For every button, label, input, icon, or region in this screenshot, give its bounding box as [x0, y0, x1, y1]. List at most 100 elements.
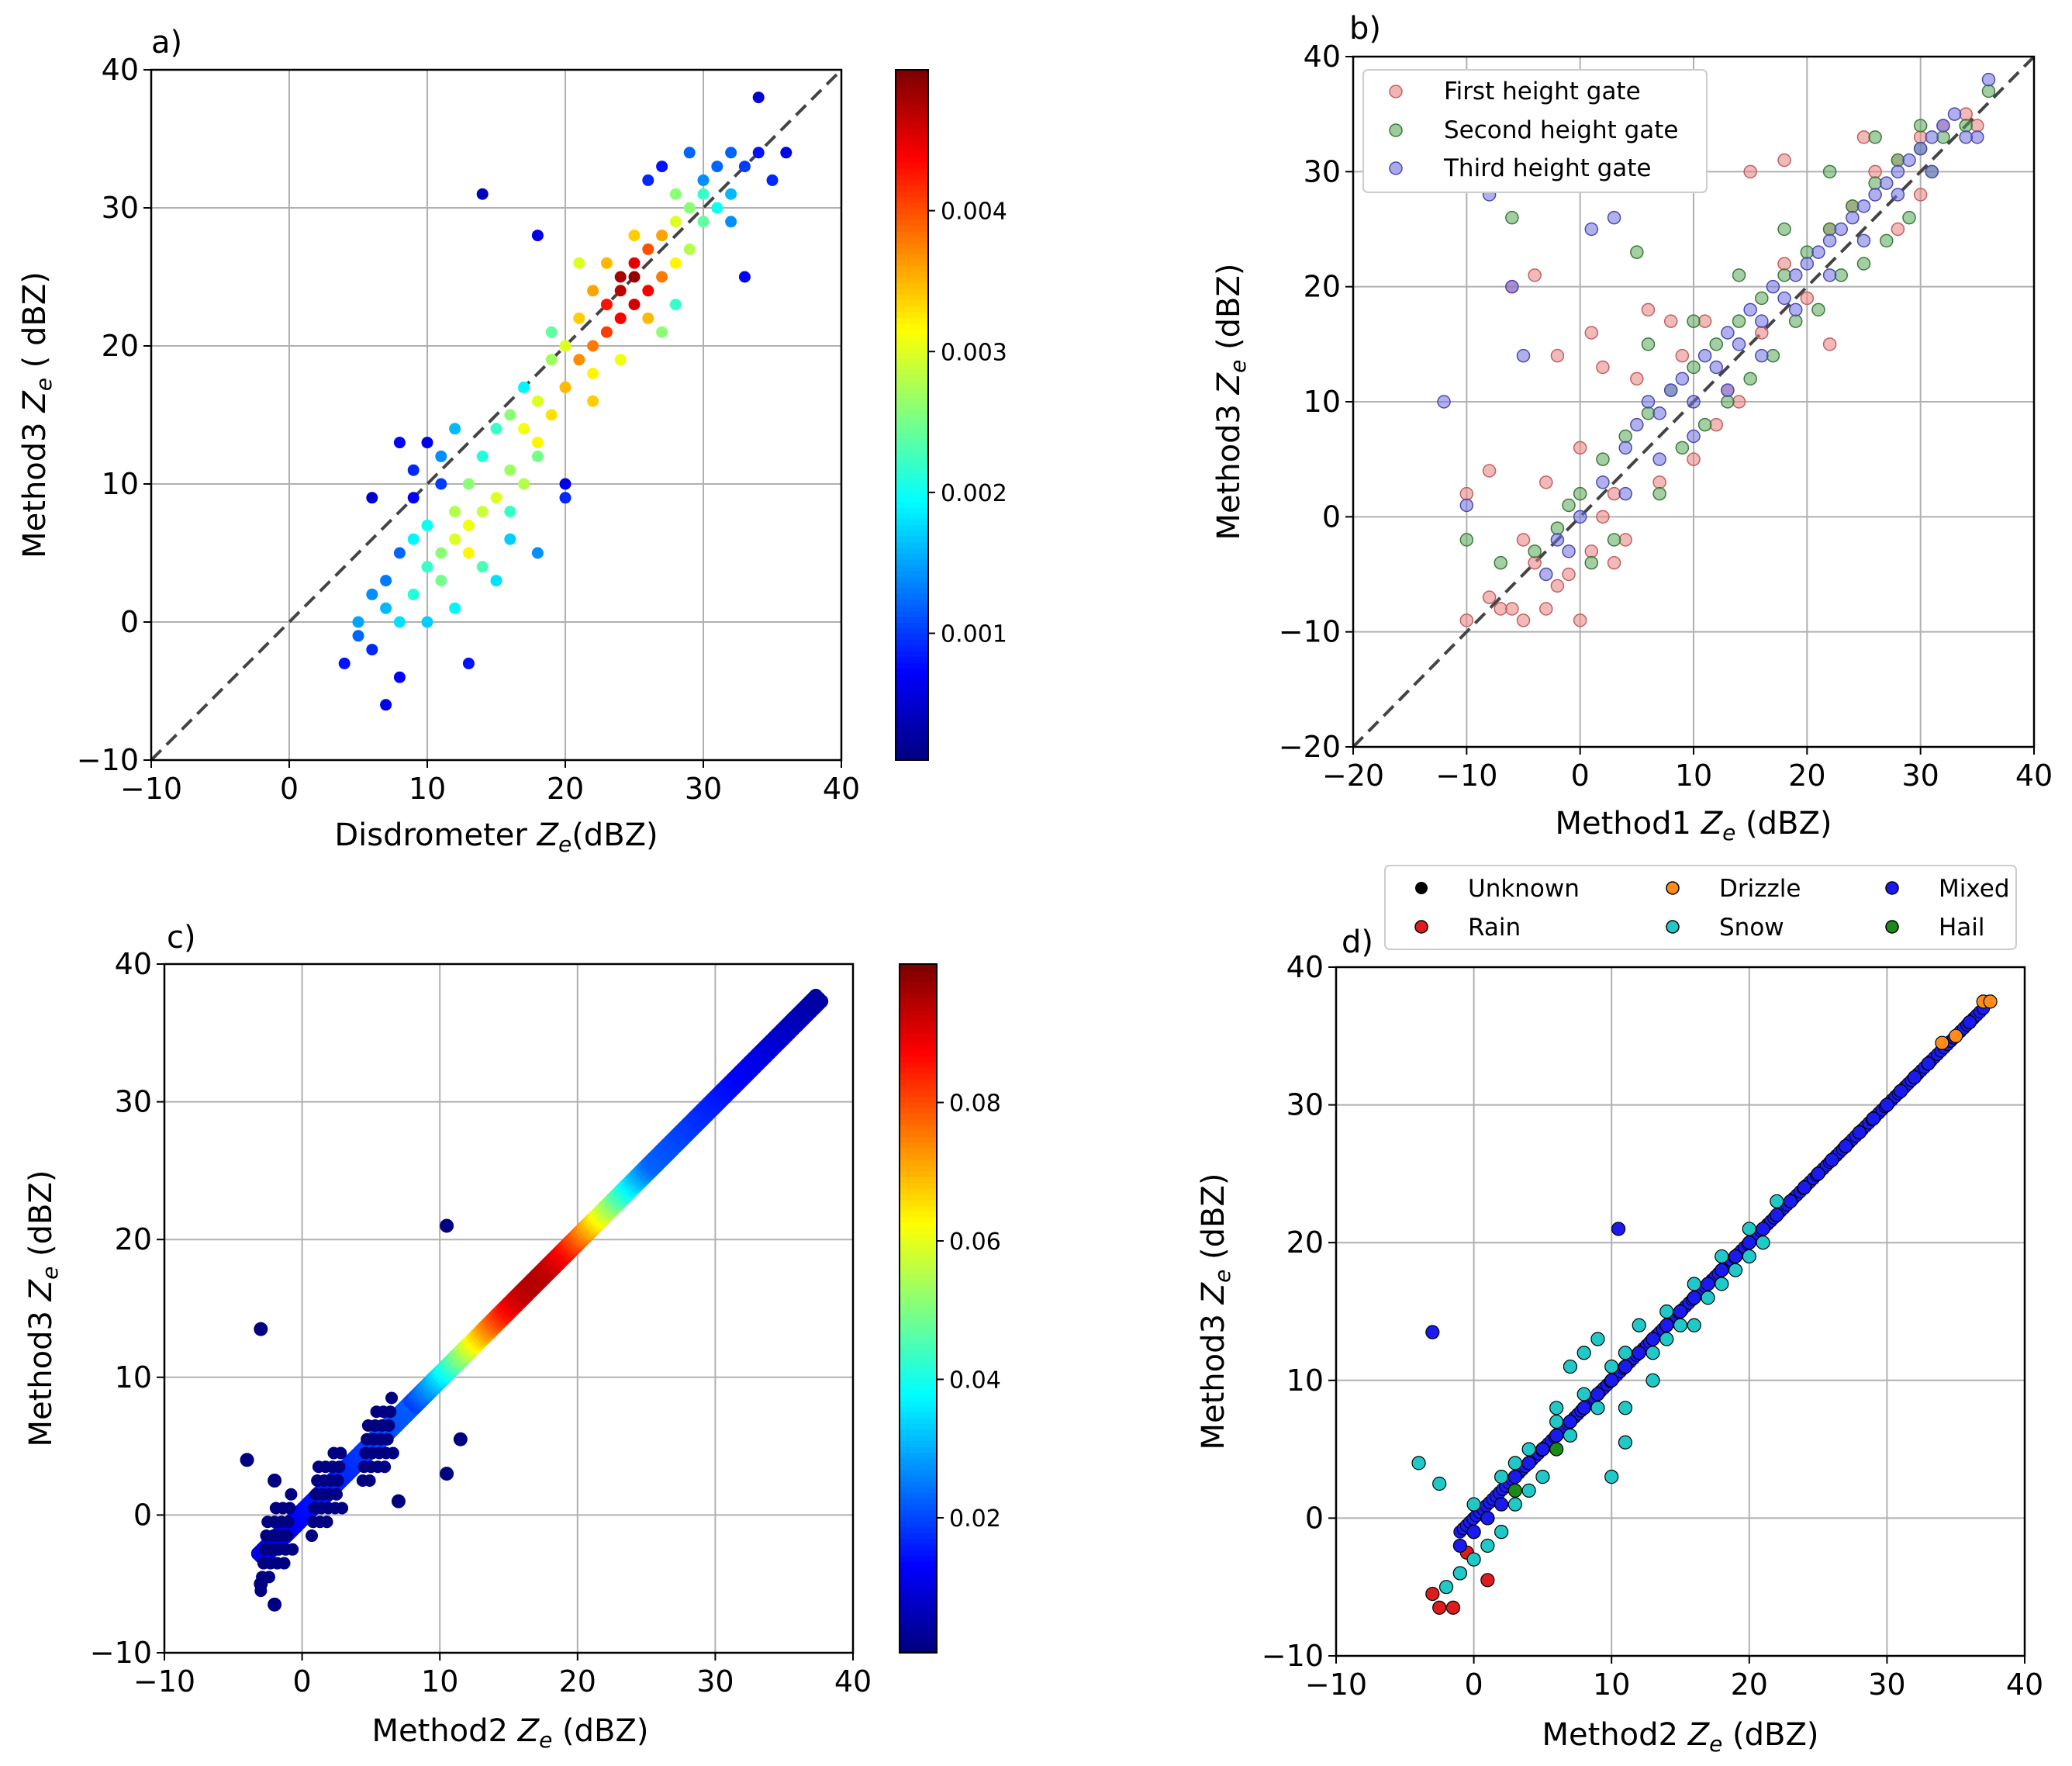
outlier-point — [453, 1432, 468, 1446]
data-point — [1482, 464, 1497, 478]
data-point — [504, 506, 516, 518]
x-tick-label: 30 — [696, 1664, 734, 1699]
colorbar-segment — [900, 1405, 937, 1413]
colorbar-segment — [900, 1388, 937, 1395]
data-point — [1856, 130, 1871, 144]
colorbar-segment — [896, 277, 928, 284]
data-point — [628, 230, 641, 242]
panel-c-colorbar: 0.02 0.04 0.06 0.08 — [899, 963, 1001, 1654]
data-point — [1652, 452, 1666, 466]
data-point — [1777, 222, 1791, 237]
data-point — [1607, 210, 1621, 225]
colorbar-segment — [900, 1044, 937, 1051]
legend-third-gate-marker — [1389, 161, 1403, 175]
data-point — [462, 478, 475, 490]
panel-d-x-label: Method2 Ze (dBZ) — [1542, 1717, 1819, 1757]
data-point — [1663, 314, 1678, 328]
outlier-point — [268, 1597, 282, 1612]
data-point — [752, 92, 765, 104]
colorbar-segment — [896, 593, 928, 600]
data-point — [1728, 1263, 1743, 1277]
data-point — [1549, 1401, 1564, 1415]
data-point — [1573, 613, 1587, 627]
data-point — [352, 616, 364, 628]
colorbar-segment — [896, 754, 928, 761]
data-point — [1425, 1586, 1440, 1602]
colorbar-segment — [900, 1079, 937, 1086]
colorbar-segment — [896, 535, 928, 543]
data-point — [1822, 164, 1837, 179]
colorbar-segment — [896, 242, 928, 249]
data-point — [518, 478, 530, 490]
colorbar-segment — [900, 1233, 937, 1241]
colorbar-segment — [900, 1509, 937, 1516]
data-point — [1611, 1222, 1626, 1236]
data-point — [1894, 1083, 1908, 1098]
data-point — [1902, 210, 1916, 225]
panel-c-y-label: Method3 Ze (dBZ) — [23, 1170, 63, 1447]
data-point — [573, 312, 585, 324]
data-point — [504, 464, 516, 476]
low-density-point — [330, 1488, 343, 1501]
colorbar-segment — [896, 357, 928, 365]
legend-rain-marker — [1414, 920, 1428, 934]
low-density-point — [382, 1419, 395, 1432]
x-tick-label: 40 — [834, 1664, 872, 1699]
colorbar-segment — [900, 1147, 937, 1155]
colorbar-segment — [900, 1440, 937, 1447]
data-point — [1584, 326, 1599, 340]
data-point — [1659, 1318, 1674, 1332]
data-point — [421, 519, 433, 531]
data-point — [683, 243, 696, 255]
low-density-point — [386, 1446, 399, 1460]
data-point — [1732, 268, 1746, 282]
data-point — [1494, 555, 1507, 570]
data-point — [1797, 1180, 1811, 1195]
panel-a-letter: a) — [151, 25, 182, 60]
data-point — [449, 423, 461, 435]
data-point — [490, 423, 502, 435]
colorbar-segment — [896, 219, 928, 226]
colorbar-segment — [896, 662, 928, 669]
data-point — [1913, 141, 1928, 156]
colorbar-segment — [896, 323, 928, 330]
data-point — [656, 161, 668, 173]
legend-hail-marker — [1885, 920, 1899, 934]
y-tick-label: 20 — [1304, 270, 1341, 304]
colorbar-segment — [896, 316, 928, 324]
data-point — [669, 216, 682, 228]
colorbar-segment — [900, 1555, 937, 1562]
y-tick-label: 40 — [102, 53, 139, 87]
colorbar-segment — [900, 1549, 937, 1557]
data-point — [600, 326, 613, 338]
data-point — [421, 561, 433, 573]
data-point — [1709, 337, 1724, 351]
data-point — [1550, 521, 1565, 535]
colorbar-segment — [900, 1222, 937, 1229]
colorbar-tick-label: 0.001 — [941, 621, 1007, 648]
data-point — [1675, 348, 1690, 363]
data-point — [1868, 188, 1882, 202]
panel-a-x-label: Disdrometer Ze(dBZ) — [334, 817, 658, 857]
data-point — [683, 202, 696, 214]
colorbar-segment — [896, 415, 928, 422]
colorbar-segment — [896, 392, 928, 399]
data-point — [1604, 1373, 1619, 1388]
data-point — [1646, 1332, 1660, 1346]
data-point — [1913, 188, 1928, 202]
data-point — [1766, 279, 1780, 294]
data-point — [1783, 1194, 1798, 1209]
data-point — [1822, 222, 1837, 237]
colorbar-segment — [896, 696, 928, 703]
data-point — [1573, 486, 1587, 501]
data-point — [1856, 233, 1871, 248]
panel-a-colorbar: 0.001 0.002 0.003 0.004 — [895, 69, 1007, 761]
data-point — [1576, 1346, 1591, 1360]
data-point — [656, 326, 668, 338]
data-point — [435, 450, 447, 462]
data-point — [1715, 1263, 1729, 1277]
data-point — [1466, 1525, 1481, 1540]
data-point — [1604, 1470, 1619, 1484]
panel-b-x-label: Method1 Ze (dBZ) — [1556, 806, 1832, 845]
data-point — [656, 271, 668, 283]
